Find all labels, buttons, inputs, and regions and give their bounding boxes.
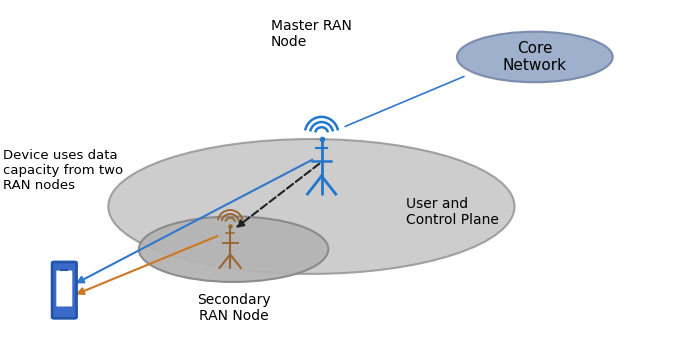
FancyBboxPatch shape — [56, 271, 72, 307]
FancyBboxPatch shape — [52, 262, 77, 318]
Text: User and
Control Plane: User and Control Plane — [406, 197, 499, 227]
Ellipse shape — [108, 139, 515, 274]
Ellipse shape — [139, 216, 328, 282]
Ellipse shape — [457, 32, 613, 82]
Text: Secondary
RAN Node: Secondary RAN Node — [197, 293, 270, 323]
Text: Master RAN
Node: Master RAN Node — [271, 19, 351, 49]
Text: Device uses data
capacity from two
RAN nodes: Device uses data capacity from two RAN n… — [3, 150, 123, 192]
Text: Core
Network: Core Network — [503, 41, 567, 73]
